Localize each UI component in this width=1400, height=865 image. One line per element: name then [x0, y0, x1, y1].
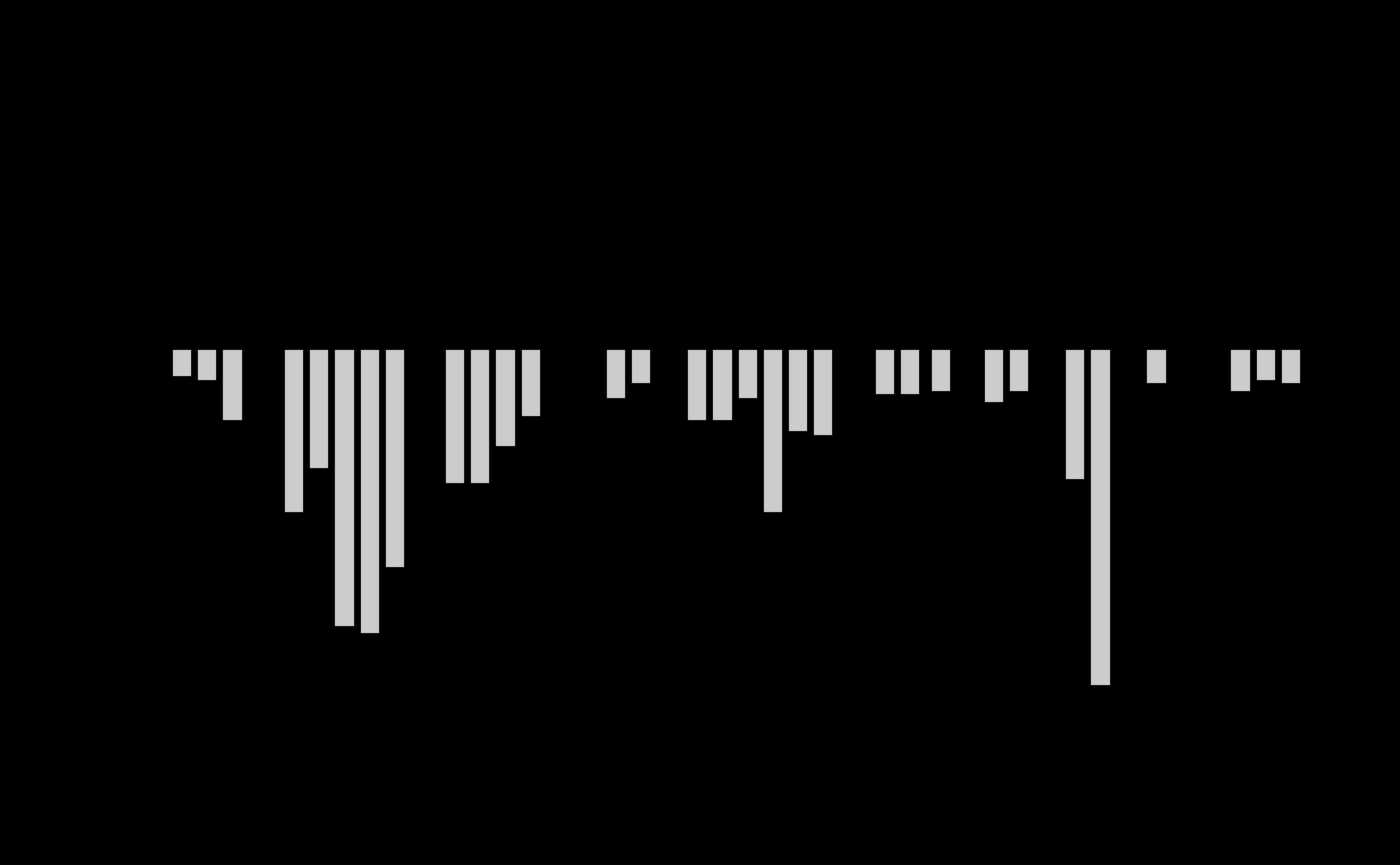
Bar	[608, 350, 624, 398]
Bar	[199, 350, 216, 380]
Bar	[1282, 350, 1301, 383]
Bar	[286, 350, 304, 512]
Bar	[1011, 350, 1028, 391]
Bar	[385, 350, 403, 567]
Bar	[445, 350, 465, 483]
Bar	[739, 350, 757, 398]
Bar	[633, 350, 650, 383]
Bar	[311, 350, 329, 468]
Bar	[174, 350, 190, 376]
Bar	[714, 350, 732, 420]
Bar	[361, 350, 378, 633]
Bar	[470, 350, 490, 483]
Bar	[1092, 350, 1110, 685]
Bar	[902, 350, 920, 394]
Bar	[1232, 350, 1250, 391]
Bar	[521, 350, 540, 417]
Bar	[496, 350, 515, 446]
Bar	[932, 350, 951, 391]
Bar	[815, 350, 832, 435]
Bar	[224, 350, 242, 420]
Bar	[336, 350, 353, 626]
Bar	[876, 350, 895, 394]
Bar	[764, 350, 783, 512]
Bar	[1257, 350, 1275, 380]
Bar	[986, 350, 1002, 401]
Bar	[790, 350, 806, 432]
Bar	[1148, 350, 1165, 383]
Bar	[1067, 350, 1085, 479]
Bar	[689, 350, 706, 420]
